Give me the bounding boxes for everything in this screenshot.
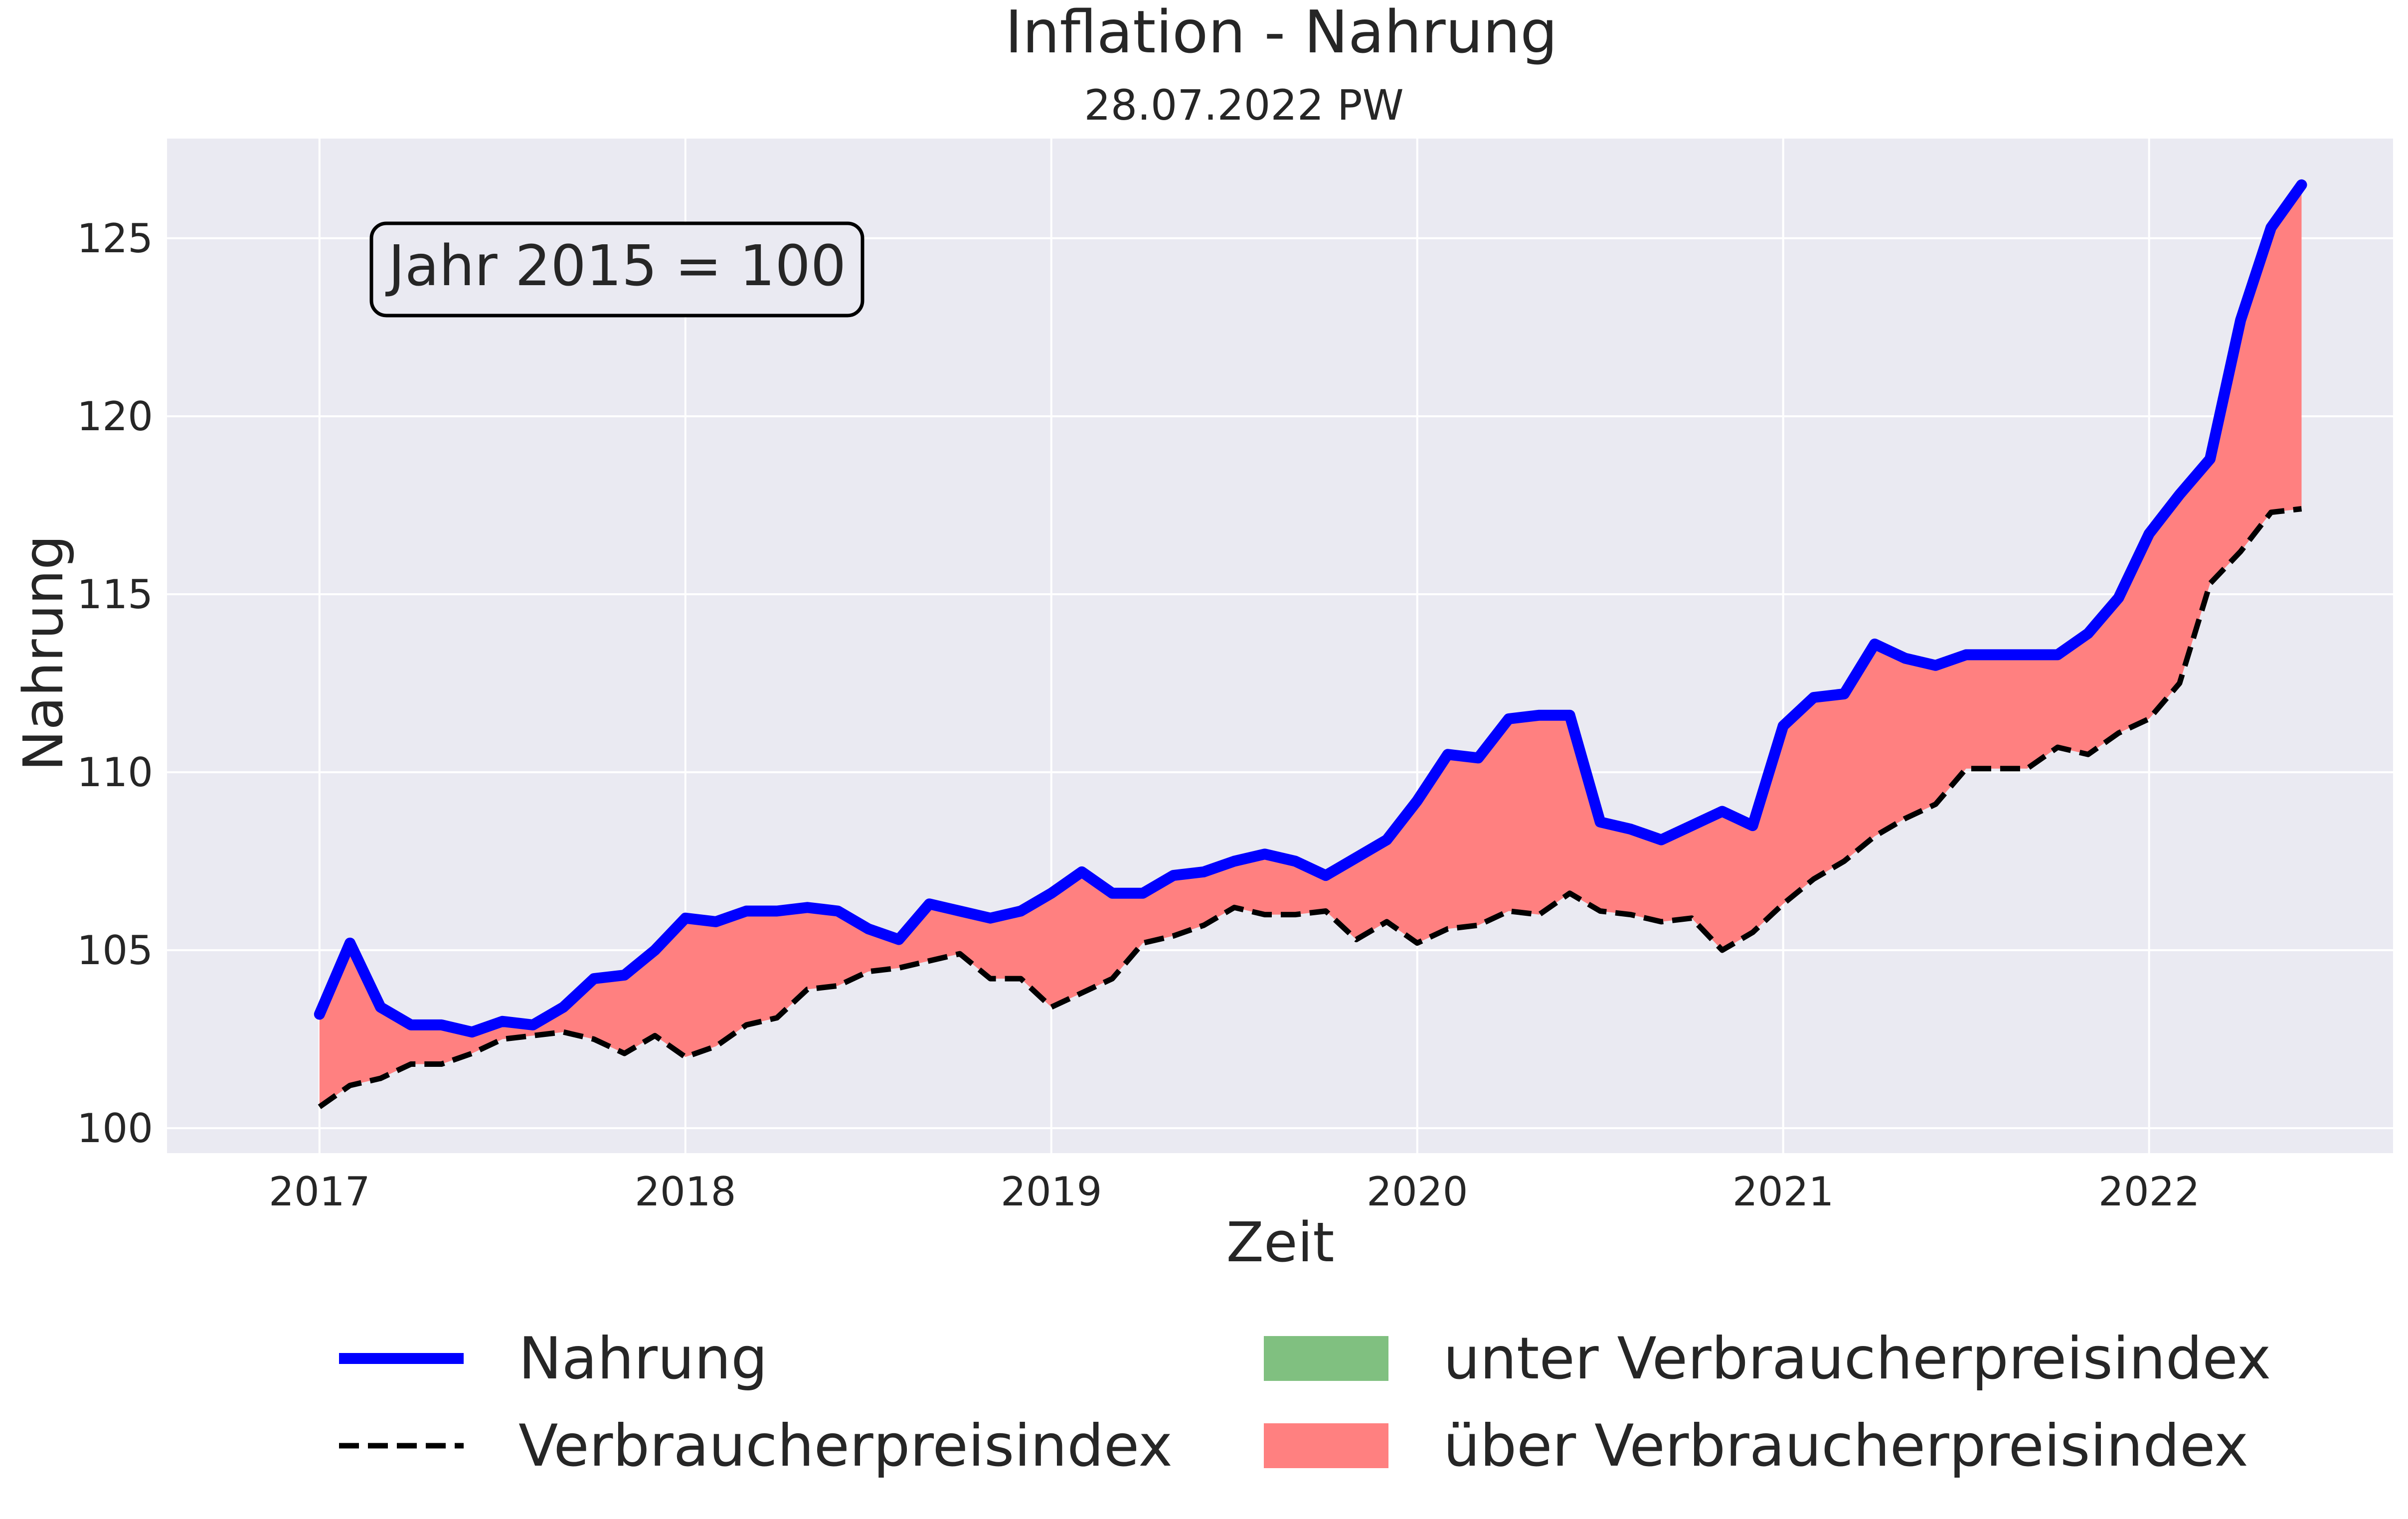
x-tick-label: 2019 — [1001, 1169, 1102, 1215]
x-axis-label: Zeit — [1226, 1210, 1335, 1274]
x-tick-label: 2017 — [269, 1169, 370, 1215]
legend-swatch-above — [1264, 1423, 1388, 1468]
y-tick-label: 110 — [77, 749, 153, 796]
x-tick-label: 2018 — [635, 1169, 736, 1215]
y-tick-label: 100 — [77, 1105, 153, 1152]
chart-title: Inflation - Nahrung — [1005, 0, 1557, 66]
legend-swatch-below — [1264, 1336, 1388, 1381]
y-axis-label: Nahrung — [11, 535, 75, 771]
y-tick-label: 125 — [77, 215, 153, 262]
y-tick-label: 120 — [77, 393, 153, 440]
annotation-text: Jahr 2015 = 100 — [385, 234, 846, 299]
legend-label: Nahrung — [518, 1325, 768, 1392]
vpi-line — [318, 506, 2302, 1109]
difference-fill — [319, 184, 2302, 1107]
series-lines — [314, 179, 2307, 1109]
y-tick-label: 115 — [77, 571, 153, 618]
nahrung-line — [314, 179, 2307, 1038]
legend-label: unter Verbraucherpreisindex — [1443, 1325, 2271, 1392]
legend-label: Verbraucherpreisindex — [518, 1412, 1173, 1480]
y-tick-label: 105 — [77, 927, 153, 974]
x-tick-label: 2020 — [1367, 1169, 1468, 1215]
annotation-frame — [369, 221, 864, 318]
y-tick-labels: 100 105 110 115 120 125 — [77, 215, 153, 1152]
x-tick-label: 2022 — [2098, 1169, 2200, 1215]
legend-label: über Verbraucherpreisindex — [1443, 1412, 2248, 1480]
x-tick-labels: 2017 2018 2019 2020 2021 2022 — [269, 1169, 2200, 1215]
x-tick-label: 2021 — [1732, 1169, 1834, 1215]
chart-subtitle: 28.07.2022 PW — [1084, 81, 1403, 130]
legend: Nahrung Verbraucherpreisindex unter Verbra… — [339, 1325, 2271, 1480]
annotation-box: Jahr 2015 = 100 — [369, 221, 864, 318]
fill-above-vpi — [319, 184, 2302, 1107]
